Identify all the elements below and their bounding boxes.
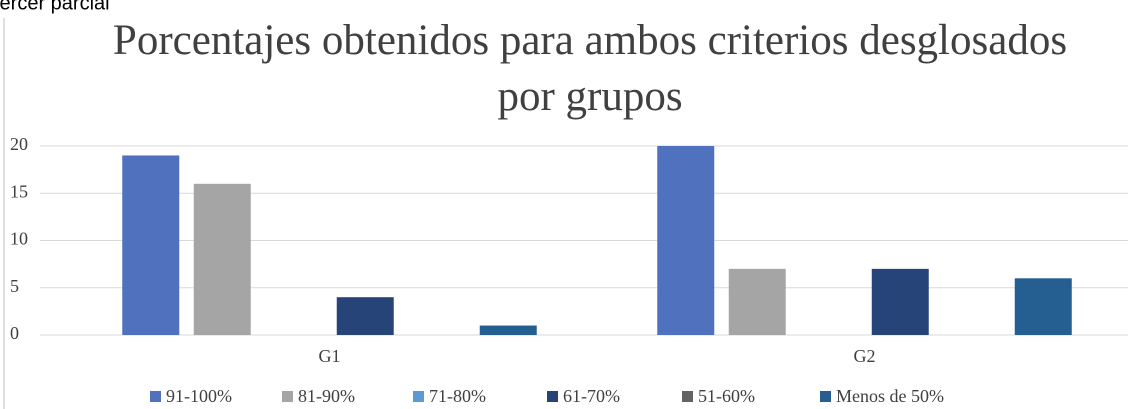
- legend-swatch: [282, 391, 293, 402]
- caption: tercer parcial: [0, 0, 110, 14]
- legend-swatch: [682, 391, 693, 402]
- y-tick-label: 15: [10, 181, 28, 201]
- y-tick-label: 5: [10, 276, 19, 296]
- bar: [336, 297, 394, 335]
- y-tick-label: 0: [10, 323, 19, 343]
- legend-label: 61-70%: [563, 386, 620, 406]
- bar: [1014, 278, 1072, 335]
- bar: [871, 268, 929, 335]
- legend-label: 71-80%: [429, 386, 486, 406]
- legend-label: Menos de 50%: [836, 386, 944, 406]
- legend-label: 91-100%: [166, 386, 232, 406]
- legend-swatch: [413, 391, 424, 402]
- chart-title: por grupos: [497, 73, 682, 120]
- bar: [657, 146, 715, 335]
- legend-swatch: [547, 391, 558, 402]
- chart-title: Porcentajes obtenidos para ambos criteri…: [113, 17, 1067, 64]
- y-tick-label: 10: [10, 229, 28, 249]
- legend-swatch: [820, 391, 831, 402]
- bar: [122, 155, 180, 335]
- bar: [479, 325, 537, 335]
- legend-label: 81-90%: [298, 386, 355, 406]
- legend-label: 51-60%: [698, 386, 755, 406]
- bar: [193, 183, 251, 335]
- legend-swatch: [150, 391, 161, 402]
- x-tick-label: G2: [854, 346, 876, 366]
- x-tick-label: G1: [319, 346, 341, 366]
- y-tick-label: 20: [10, 134, 28, 154]
- bar: [728, 268, 786, 335]
